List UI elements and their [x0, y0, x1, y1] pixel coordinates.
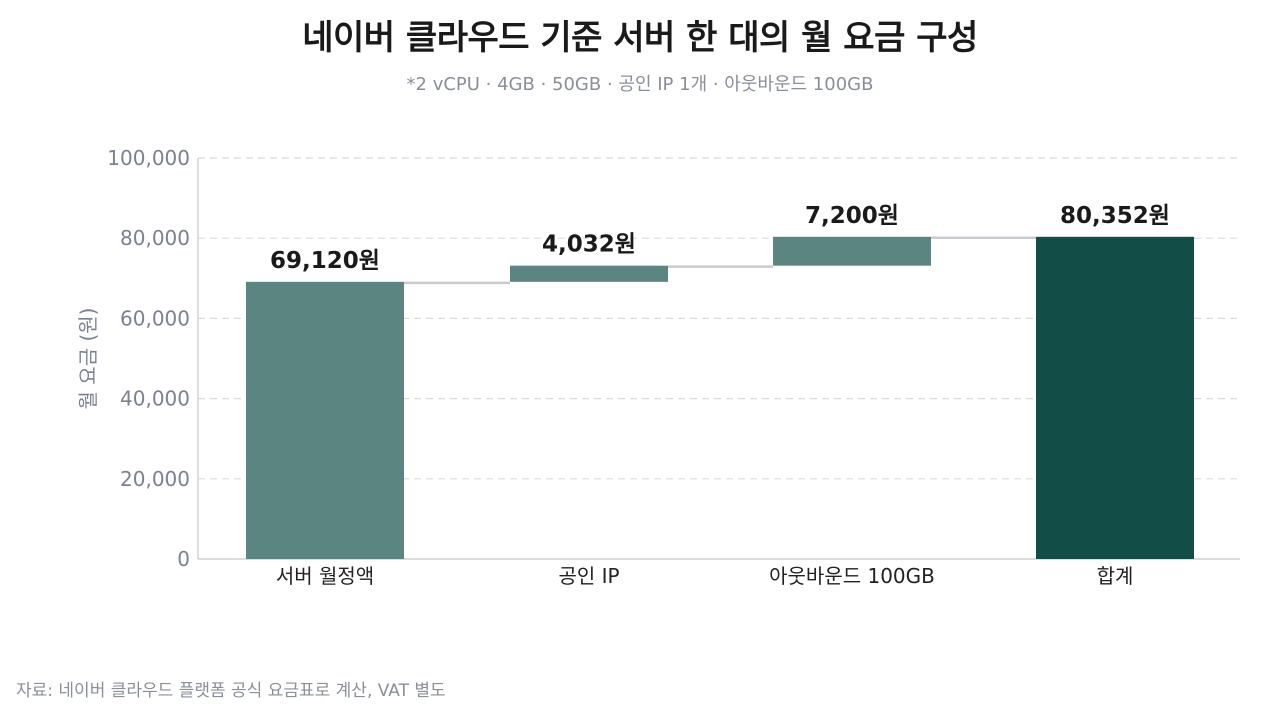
bar: [1036, 236, 1194, 559]
y-axis-label: 월 요금 (원): [76, 308, 100, 410]
data-label: 7,200원: [805, 203, 899, 229]
bar: [246, 281, 404, 559]
x-tick-label: 서버 월정액: [276, 564, 374, 588]
x-tick-label: 공인 IP: [558, 564, 619, 588]
chart-subtitle: *2 vCPU · 4GB · 50GB · 공인 IP 1개 · 아웃바운드 …: [406, 74, 874, 95]
data-label: 80,352원: [1060, 203, 1170, 229]
bar: [510, 265, 668, 282]
y-tick-label: 40,000: [120, 387, 190, 411]
bar: [773, 236, 931, 266]
y-tick-label: 20,000: [120, 467, 190, 491]
y-tick-label: 100,000: [107, 146, 190, 170]
chart-title: 네이버 클라우드 기준 서버 한 대의 월 요금 구성: [302, 18, 978, 58]
y-tick-label: 80,000: [120, 226, 190, 250]
source-note: 자료: 네이버 클라우드 플랫폼 공식 요금표로 계산, VAT 별도: [16, 681, 446, 701]
x-tick-label: 아웃바운드 100GB: [769, 564, 935, 588]
y-tick-label: 60,000: [120, 306, 190, 330]
data-label: 4,032원: [542, 232, 636, 258]
y-tick-label: 0: [177, 547, 190, 571]
x-tick-label: 합계: [1097, 564, 1134, 588]
waterfall-chart: 0 20,000 40,000 60,000 80,000 100,000 월 요금 (원)…: [76, 146, 1240, 588]
data-label: 69,120원: [270, 248, 380, 274]
